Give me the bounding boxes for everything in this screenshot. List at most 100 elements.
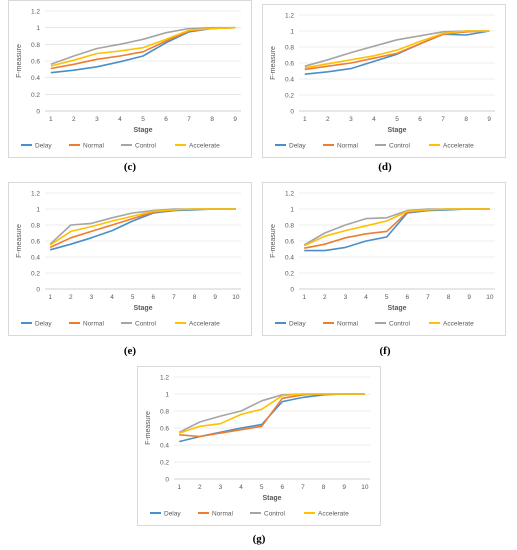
legend-label: Control <box>135 321 157 328</box>
y-tick-label: 1 <box>165 392 169 399</box>
y-tick-label: 0.8 <box>285 223 294 230</box>
legend-item-accelerate: Accelerate <box>304 511 349 518</box>
x-tick-label: 9 <box>213 294 217 301</box>
x-tick-label: 10 <box>361 484 369 491</box>
legend-label: Accelerate <box>189 143 220 150</box>
caption-f: (f) <box>379 345 391 357</box>
caption-g: (g) <box>252 533 266 545</box>
legend-label: Accelerate <box>318 511 349 518</box>
x-tick-label: 5 <box>395 116 399 123</box>
series-line-accelerate <box>50 26 236 67</box>
x-tick-label: 5 <box>141 116 145 123</box>
legend-item-normal: Normal <box>69 143 105 150</box>
x-axis-label: Stage <box>262 495 281 502</box>
chart-panel-e: 0 0.2 0.4 0.6 0.8 1 1.2 1 2 3 4 5 6 7 8 9 10 Stage F-measu… <box>8 182 252 336</box>
legend-item-normal: Normal <box>323 143 359 150</box>
x-tick-label: 3 <box>349 116 353 123</box>
caption-d: (d) <box>378 161 392 173</box>
legend-item-accelerate: Accelerate <box>429 143 474 150</box>
legend-label: Normal <box>83 321 105 328</box>
legend-item-control: Control <box>121 321 157 328</box>
legend-label: Accelerate <box>443 321 474 328</box>
chart-svg: 0 0.2 0.4 0.6 0.8 1 1.2 1 2 3 4 5 6 7 8 9 10 Stage F-measu… <box>145 375 370 518</box>
legend-item-normal: Normal <box>323 321 359 328</box>
y-axis-label: F-measure <box>145 411 152 445</box>
x-tick-label: 6 <box>152 294 156 301</box>
legend-label: Normal <box>337 321 359 328</box>
x-axis-label: Stage <box>133 305 152 312</box>
y-tick-label: 0 <box>290 287 294 294</box>
y-tick-label: 0 <box>36 287 40 294</box>
x-tick-label: 8 <box>464 116 468 123</box>
x-tick-label: 9 <box>233 116 237 123</box>
x-tick-label: 4 <box>118 116 122 123</box>
y-tick-label: 0 <box>36 109 40 116</box>
x-tick-label: 2 <box>326 116 330 123</box>
y-tick-label: 0.6 <box>285 61 294 68</box>
x-tick-label: 7 <box>187 116 191 123</box>
legend-item-accelerate: Accelerate <box>429 321 474 328</box>
x-tick-label: 8 <box>210 116 214 123</box>
y-tick-label: 0.8 <box>160 409 169 416</box>
y-tick-label: 0.6 <box>31 59 40 66</box>
x-tick-label: 6 <box>281 484 285 491</box>
y-tick-label: 0.6 <box>285 239 294 246</box>
x-tick-label: 2 <box>323 294 327 301</box>
legend-label: Control <box>389 321 411 328</box>
legend-item-control: Control <box>250 511 286 518</box>
y-tick-label: 0.2 <box>160 460 169 467</box>
legend-label: Normal <box>337 143 359 150</box>
y-tick-label: 1 <box>36 207 40 214</box>
x-tick-label: 2 <box>198 484 202 491</box>
series-line-accelerate <box>178 393 365 434</box>
legend-item-control: Control <box>375 143 411 150</box>
chart-panel-f: 0 0.2 0.4 0.6 0.8 1 1.2 1 2 3 4 5 6 7 8 9 10 Stage F-measu… <box>262 182 506 336</box>
x-tick-label: 1 <box>48 294 52 301</box>
x-tick-label: 5 <box>385 294 389 301</box>
x-tick-label: 1 <box>49 116 53 123</box>
series-line-accelerate <box>49 208 236 246</box>
y-tick-label: 0.2 <box>31 92 40 99</box>
legend-item-normal: Normal <box>69 321 105 328</box>
x-tick-label: 9 <box>342 484 346 491</box>
y-tick-label: 0.2 <box>31 271 40 278</box>
x-tick-label: 10 <box>232 294 240 301</box>
y-tick-label: 0.4 <box>285 77 294 84</box>
legend-item-control: Control <box>375 321 411 328</box>
caption-c: (c) <box>123 161 137 173</box>
x-tick-label: 4 <box>372 116 376 123</box>
x-tick-label: 1 <box>177 484 181 491</box>
y-tick-label: 1.2 <box>285 13 294 20</box>
legend-item-delay: Delay <box>21 321 52 328</box>
legend-item-delay: Delay <box>21 143 52 150</box>
x-tick-label: 10 <box>486 294 494 301</box>
y-tick-label: 0.8 <box>31 42 40 49</box>
x-tick-label: 8 <box>193 294 197 301</box>
x-tick-label: 9 <box>487 116 491 123</box>
series-line-control <box>303 208 490 246</box>
x-tick-label: 4 <box>110 294 114 301</box>
x-tick-label: 3 <box>95 116 99 123</box>
y-axis-label: F-measure <box>16 44 23 78</box>
y-tick-label: 0.4 <box>31 75 40 82</box>
legend-item-accelerate: Accelerate <box>175 321 220 328</box>
y-tick-label: 1.2 <box>285 191 294 198</box>
x-axis-label: Stage <box>133 127 152 134</box>
series-line-accelerate <box>304 30 490 69</box>
legend-item-normal: Normal <box>198 511 234 518</box>
series-line-delay <box>179 393 365 443</box>
y-tick-label: 0.2 <box>285 271 294 278</box>
legend-label: Accelerate <box>443 143 474 150</box>
x-tick-label: 7 <box>301 484 305 491</box>
y-axis-label: F-measure <box>16 224 23 258</box>
x-tick-label: 4 <box>364 294 368 301</box>
legend-item-delay: Delay <box>275 321 306 328</box>
y-tick-label: 1 <box>36 25 40 32</box>
x-axis-label: Stage <box>387 127 406 134</box>
x-tick-label: 5 <box>260 484 264 491</box>
chart-panel-g: 0 0.2 0.4 0.6 0.8 1 1.2 1 2 3 4 5 6 7 8 9 10 Stage F-measu… <box>137 366 381 526</box>
y-tick-label: 0.6 <box>31 239 40 246</box>
legend-item-delay: Delay <box>150 511 181 518</box>
chart-panel-d: 0 0.2 0.4 0.6 0.8 1 1.2 1 2 3 4 5 6 7 8 9 Stage F-measure… <box>262 4 506 158</box>
x-tick-label: 3 <box>90 294 94 301</box>
